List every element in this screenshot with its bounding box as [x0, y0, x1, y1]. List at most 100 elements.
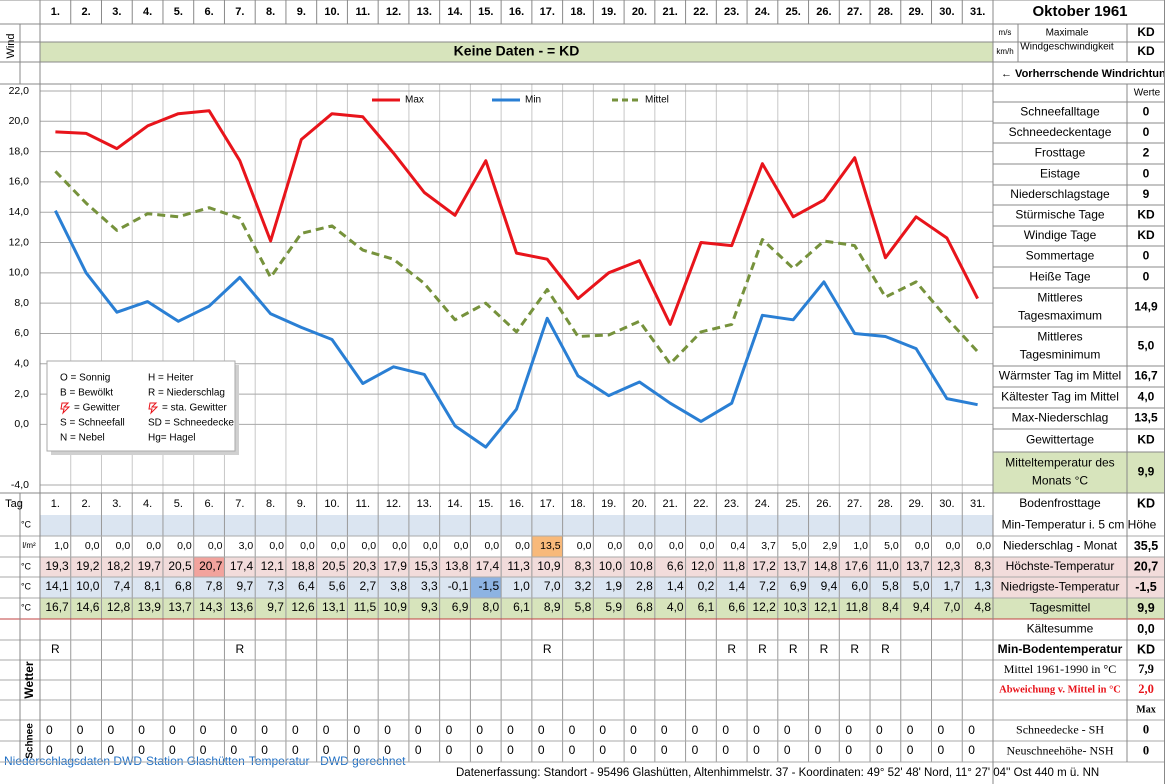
snow-cell: 0 [415, 723, 422, 737]
stats-header: Werte [1134, 88, 1161, 99]
stat-value: KD [1137, 208, 1155, 222]
side-value: 7,9 [1138, 662, 1154, 676]
day-header: 6. [204, 6, 213, 18]
snow-cell: 0 [138, 723, 145, 737]
stat-label: Heiße Tage [1029, 270, 1090, 284]
weather-cell: R [235, 642, 244, 656]
y-tick-label: 4,0 [14, 358, 29, 370]
stat-label: Mittleres [1037, 330, 1082, 344]
side-label: Min-Bodentemperatur [998, 642, 1123, 656]
precip-cell: 0,0 [454, 540, 469, 552]
day-header: 28. [878, 498, 893, 510]
side-value: -1,5 [1135, 580, 1157, 594]
day-header: 15. [478, 498, 493, 510]
side-label: Abweichung v. Mittel in °C [999, 684, 1121, 695]
precip-cell: 0,0 [85, 540, 100, 552]
temp-cell: 6,8 [175, 579, 192, 593]
temp-cell: 7,4 [114, 579, 131, 593]
day-header: 17. [540, 6, 555, 18]
day-header: 30. [939, 6, 954, 18]
temp-cell: 12,2 [752, 600, 776, 614]
key-box [46, 360, 236, 452]
snow-cell: 0 [77, 723, 84, 737]
side-label: Neuschneehöhe- NSH [1007, 743, 1114, 757]
stat-value: 0 [1143, 270, 1150, 284]
temp-cell: 1,4 [728, 579, 745, 593]
unit-label: l/m² [22, 541, 36, 550]
temp-cell: 12,8 [107, 600, 131, 614]
day-header: 7. [235, 498, 244, 510]
snow-cell: 0 [722, 723, 729, 737]
day-header: 28. [878, 6, 893, 18]
y-tick-label: 22,0 [9, 85, 30, 97]
snow-cell: 0 [692, 743, 699, 757]
no-data-band [40, 42, 993, 62]
key-entry: S = Schneefall [60, 418, 125, 429]
precip-cell: 0,0 [269, 540, 284, 552]
temp-cell: 13,7 [783, 559, 807, 573]
key-entry: O = Sonnig [60, 373, 110, 384]
day-header: 4. [143, 498, 152, 510]
side-label: Min-Temperatur i. 5 cm Höhe [1002, 518, 1157, 532]
day-header: 16. [509, 498, 524, 510]
precip-cell: 0,0 [515, 540, 530, 552]
snow-cell: 0 [353, 743, 360, 757]
stat-label: Max-Niederschlag [1012, 411, 1109, 425]
temp-cell: 14,8 [814, 559, 838, 573]
precip-cell: 0,0 [146, 540, 161, 552]
day-header: 9. [297, 498, 306, 510]
precip-cell: 0,0 [638, 540, 653, 552]
temp-cell: 11,0 [876, 559, 899, 573]
snow-cell: 0 [753, 723, 760, 737]
snow-cell: 0 [108, 723, 115, 737]
snow-cell: 0 [446, 723, 453, 737]
temp-cell: 8,9 [544, 600, 561, 614]
snow-cell: 0 [630, 723, 637, 737]
y-tick-label: 18,0 [9, 145, 30, 157]
temp-cell: 17,9 [384, 559, 408, 573]
day-header: 11. [355, 6, 370, 18]
cell-highlight [193, 557, 225, 577]
stat-value: 2 [1143, 146, 1150, 160]
temp-cell: 9,4 [821, 579, 838, 593]
day-header: 3. [112, 6, 121, 18]
thunder-icon [148, 402, 159, 415]
stat-value: 9 [1143, 187, 1150, 201]
unit-label: °C [21, 602, 32, 612]
snow-cell: 0 [230, 723, 237, 737]
weather-cell: R [51, 642, 60, 656]
weather-cell: R [727, 642, 736, 656]
day-header: 12. [386, 6, 401, 18]
day-header: 13. [417, 498, 432, 510]
legend-label: Max [405, 95, 424, 106]
day-header: 31. [970, 6, 985, 18]
day-header: 20. [632, 6, 647, 18]
day-header: 15. [478, 6, 493, 18]
snow-cell: 0 [384, 743, 391, 757]
cell-highlight [470, 577, 502, 598]
unit-ms: m/s [999, 28, 1012, 37]
stat-label: Niederschlagstage [1010, 187, 1110, 201]
snow-cell: 0 [661, 743, 668, 757]
precip-cell: 2,9 [823, 540, 838, 552]
day-header: 6. [204, 498, 213, 510]
stats-highlight [993, 452, 1165, 493]
snow-cell: 0 [784, 723, 791, 737]
snow-cell: 0 [876, 743, 883, 757]
wind-label: Wind [5, 33, 17, 58]
precip-cell: 1,0 [853, 540, 868, 552]
stat-label: Monats °C [1032, 474, 1088, 488]
day-header: 9. [297, 6, 306, 18]
precip-cell: 3,0 [239, 540, 254, 552]
day-header: 25. [786, 498, 801, 510]
snow-cell: 0 [907, 743, 914, 757]
weather-cell: R [758, 642, 767, 656]
snow-cell: 0 [46, 743, 53, 757]
day-header: 5. [174, 6, 183, 18]
temp-cell: 5,0 [913, 579, 930, 593]
precip-cell: 5,0 [792, 540, 807, 552]
precip-cell: 0,0 [300, 540, 315, 552]
temp-cell: 10,8 [629, 559, 653, 573]
key-entry: Hg= Hagel [148, 433, 196, 444]
day-header: 25. [786, 6, 801, 18]
